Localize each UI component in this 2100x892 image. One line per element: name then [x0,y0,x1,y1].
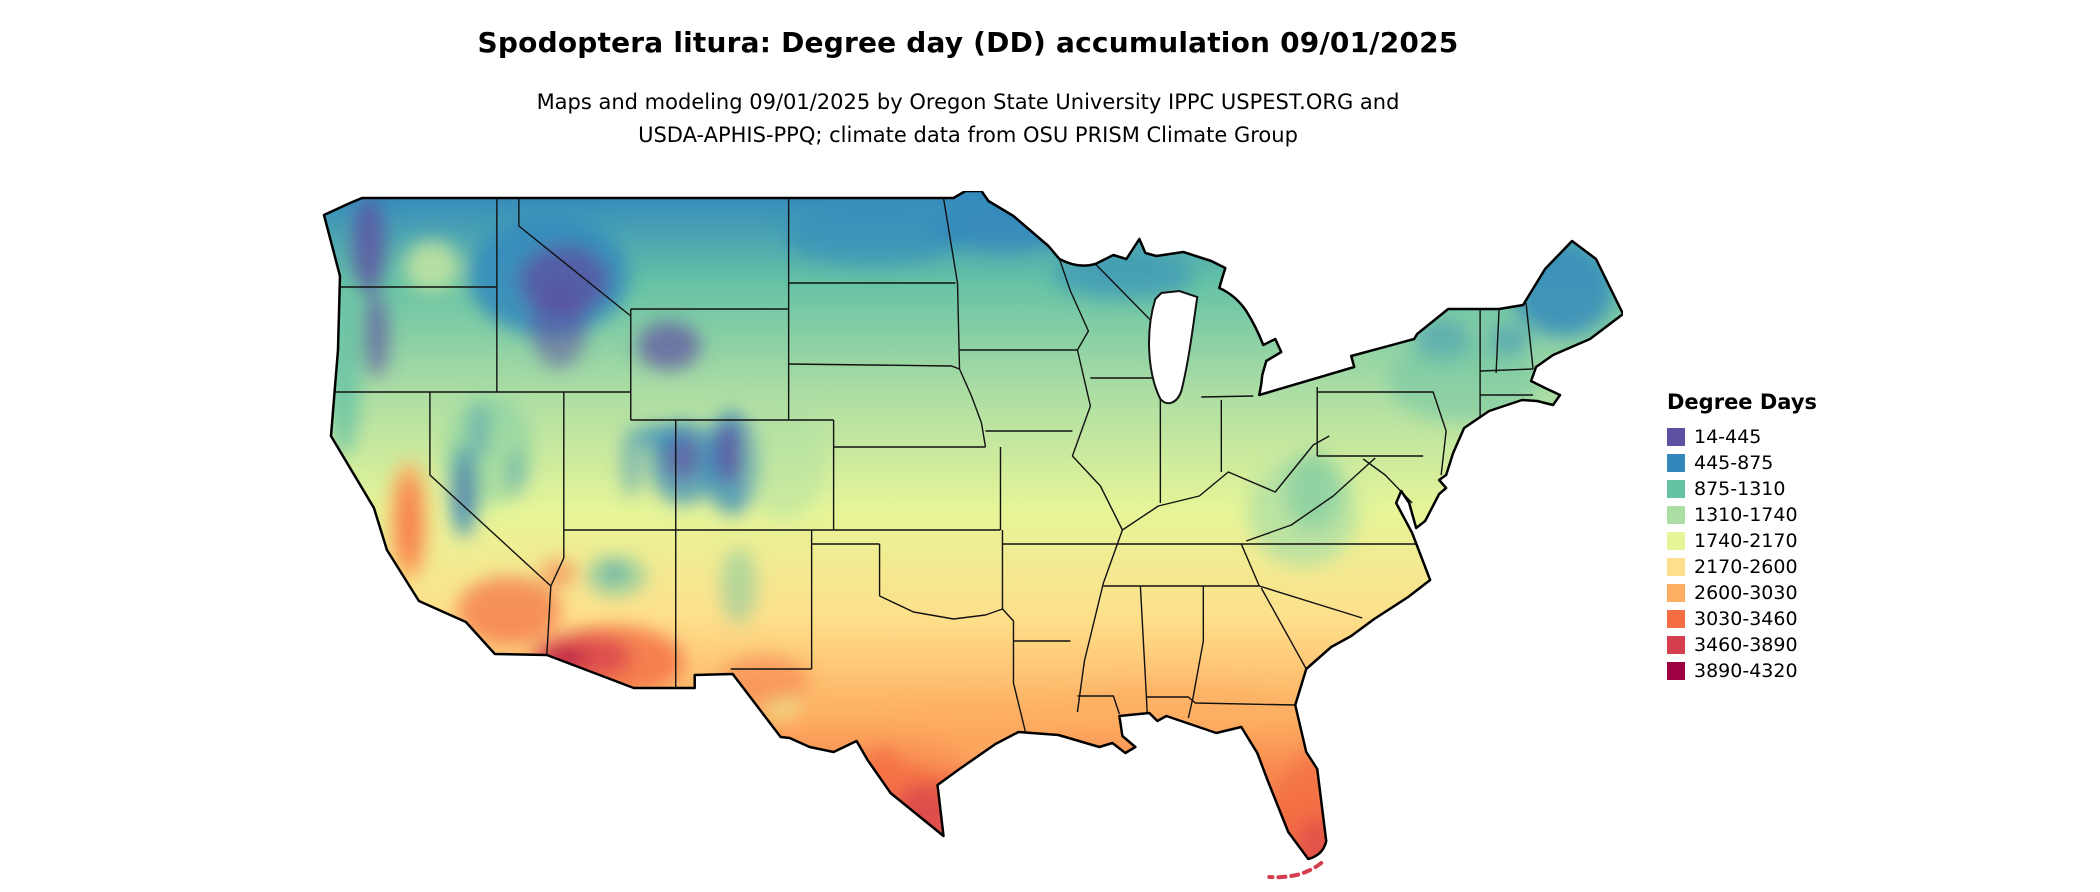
legend-entry: 3460-3890 [1667,632,1817,658]
legend-entry: 445-875 [1667,450,1817,476]
us-degree-day-map [314,191,1623,892]
legend-swatch [1667,610,1685,628]
subtitle-line-2: USDA-APHIS-PPQ; climate data from OSU PR… [638,123,1298,147]
legend-entry: 1310-1740 [1667,502,1817,528]
legend-swatch [1667,480,1685,498]
legend-entry: 2170-2600 [1667,554,1817,580]
legend-swatch [1667,636,1685,654]
legend-entry-label: 14-445 [1694,426,1762,448]
legend: Degree Days 14-445 445-875 875-1310 1310… [1667,390,1817,684]
legend-entry-label: 3460-3890 [1694,634,1798,656]
legend-swatch [1667,428,1685,446]
legend-title: Degree Days [1667,390,1818,414]
us-outline [322,191,1623,861]
us-map-svg [322,191,1623,880]
page-title: Spodoptera litura: Degree day (DD) accum… [477,26,1459,59]
legend-swatch [1667,662,1685,680]
state-boundaries [334,197,1534,733]
legend-entry-label: 875-1310 [1694,478,1786,500]
legend-entry-label: 3890-4320 [1694,660,1798,682]
legend-entry: 3890-4320 [1667,658,1817,684]
legend-swatch [1667,584,1685,602]
legend-entry: 875-1310 [1667,476,1817,502]
subtitle-line-1: Maps and modeling 09/01/2025 by Oregon S… [536,90,1400,114]
legend-entry: 3030-3460 [1667,606,1817,632]
lake-michigan [1148,289,1199,405]
legend-entry-label: 2170-2600 [1694,556,1798,578]
legend-entries: 14-445 445-875 875-1310 1310-1740 1740-2… [1667,424,1817,684]
legend-entry: 14-445 [1667,424,1817,450]
legend-entry-label: 2600-3030 [1694,582,1798,604]
legend-entry-label: 1740-2170 [1694,530,1798,552]
legend-entry-label: 445-875 [1694,452,1774,474]
legend-swatch [1667,532,1685,550]
florida-keys [1267,861,1324,880]
legend-entry: 2600-3030 [1667,580,1817,606]
legend-entry-label: 1310-1740 [1694,504,1798,526]
legend-swatch [1667,506,1685,524]
legend-swatch [1667,454,1685,472]
map-subtitle: Maps and modeling 09/01/2025 by Oregon S… [0,86,1936,152]
legend-entry: 1740-2170 [1667,528,1817,554]
legend-entry-label: 3030-3460 [1694,608,1798,630]
legend-swatch [1667,558,1685,576]
